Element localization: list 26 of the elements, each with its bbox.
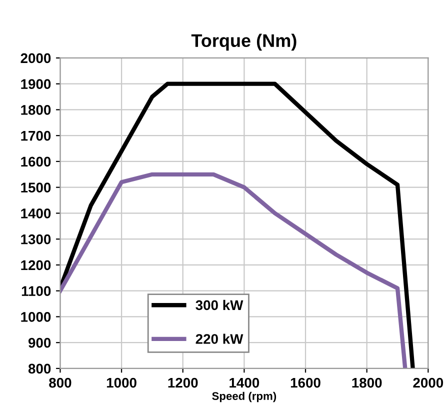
x-tick-label: 1200 <box>168 378 198 388</box>
y-tick-label: 800 <box>28 364 51 374</box>
x-tick-label: 1400 <box>230 378 260 388</box>
legend-label: 220 kW <box>196 334 244 344</box>
x-tick-label: 800 <box>49 378 72 388</box>
y-tick-label: 1400 <box>21 208 51 218</box>
y-tick-label: 1200 <box>21 260 51 270</box>
y-tick-label: 1900 <box>21 79 51 90</box>
legend-label: 300 kW <box>196 300 244 310</box>
y-tick-label: 1600 <box>21 156 51 167</box>
x-tick-label: 1600 <box>290 378 320 388</box>
y-tick-label: 1300 <box>21 234 51 244</box>
line-series <box>60 172 408 368</box>
y-tick-label: 2000 <box>20 53 51 64</box>
y-tick-label: 900 <box>28 338 51 348</box>
y-tick-label: 1800 <box>21 105 51 115</box>
x-tick-label: 1000 <box>106 378 136 388</box>
x-axis-title: Speed (rpm) <box>212 392 276 402</box>
y-tick-label: 1000 <box>21 312 51 322</box>
x-tick-label: 2000 <box>413 378 444 388</box>
chart-title: Torque (Nm) <box>191 34 296 51</box>
y-tick-label: 1500 <box>21 182 51 193</box>
y-tick-label: 1700 <box>21 130 51 141</box>
y-tick-label: 1100 <box>22 286 51 296</box>
line-series <box>60 82 415 368</box>
x-tick-label: 1800 <box>352 378 382 388</box>
